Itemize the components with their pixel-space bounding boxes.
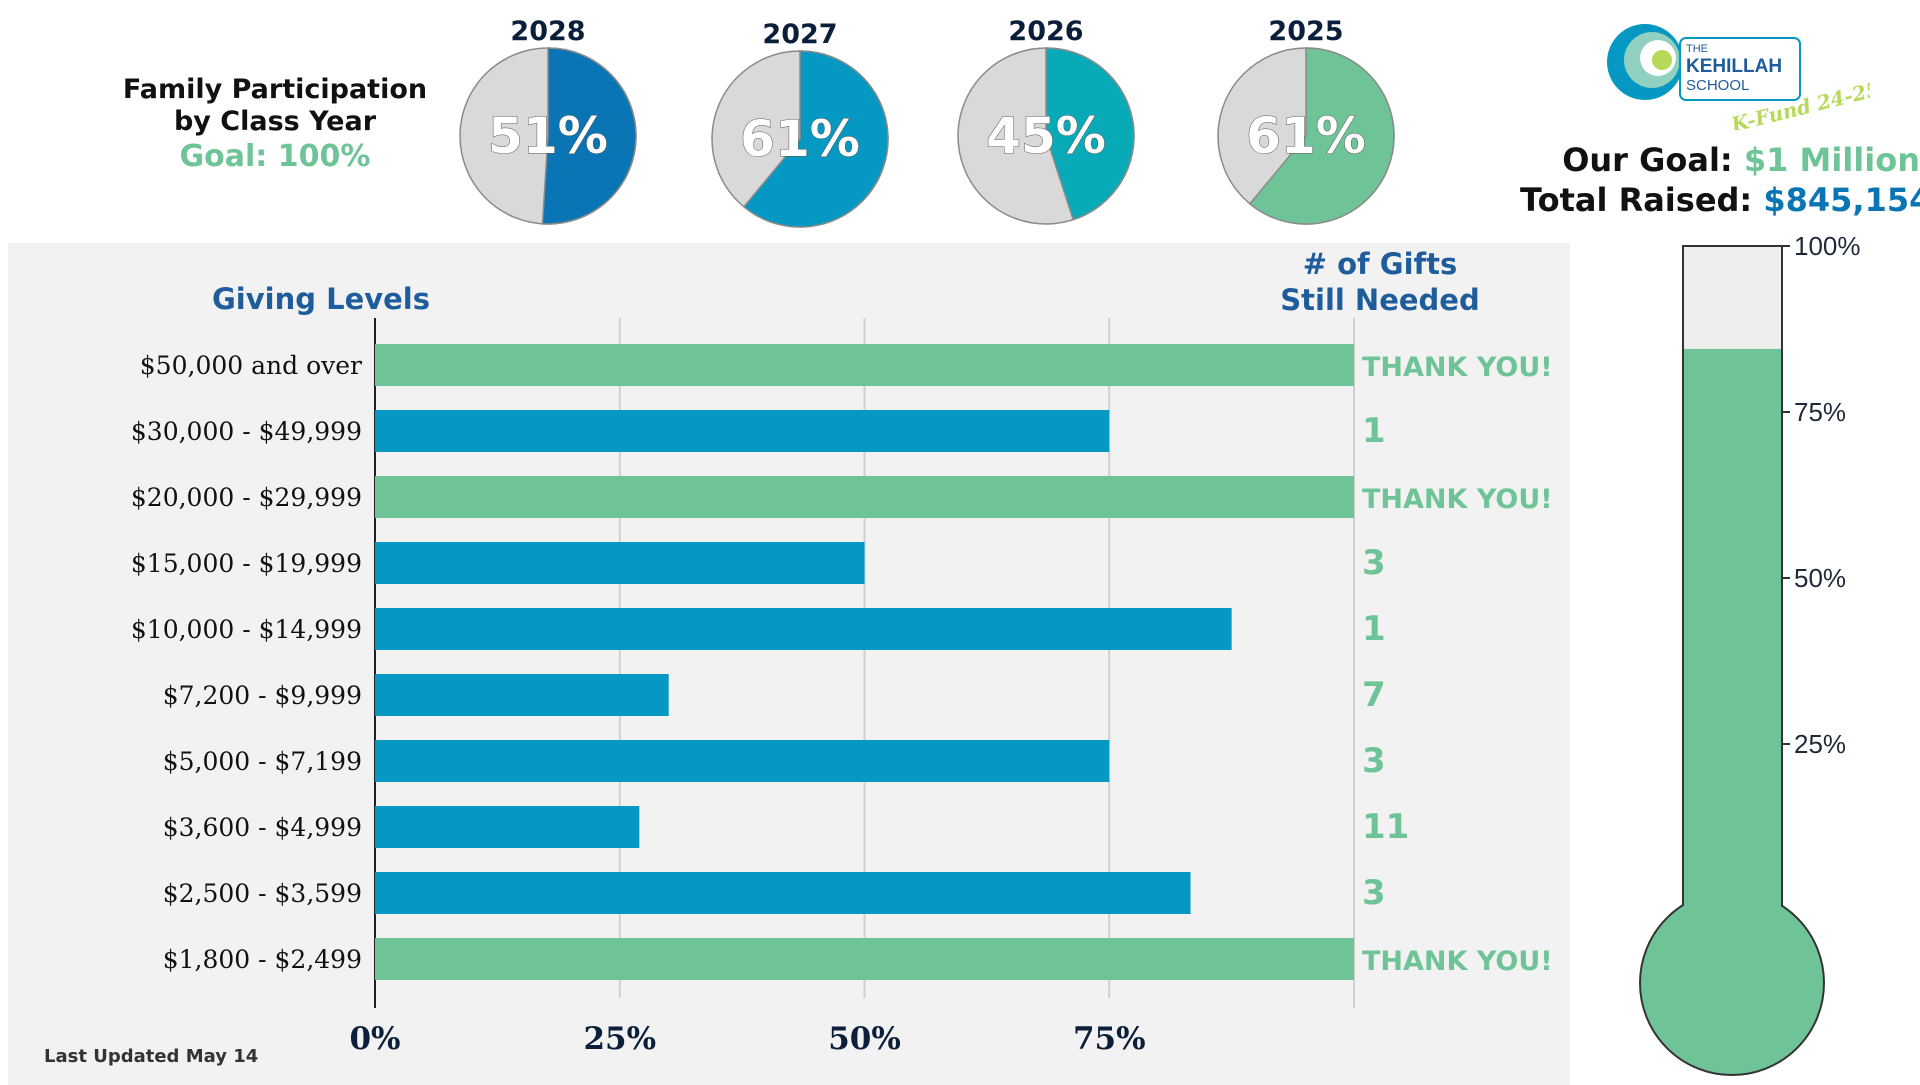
giving-level-bar (375, 608, 1232, 650)
giving-level-bar (375, 344, 1354, 386)
gifts-needed-value: 1 (1362, 411, 1386, 451)
gifts-needed-header: # of Gifts Still Needed (1270, 246, 1490, 318)
thermometer-tick-label: 25% (1794, 729, 1846, 759)
logo-text-the: THE (1686, 43, 1708, 55)
giving-level-bar (375, 410, 1110, 452)
pie-percent-label: 45% (986, 107, 1106, 165)
logo-frame (1679, 37, 1801, 101)
giving-level-label: $20,000 - $29,999 (131, 483, 362, 512)
participation-goal: Goal: 100% (179, 139, 371, 174)
giving-level-label: $10,000 - $14,999 (131, 615, 362, 644)
gifts-needed-value: 3 (1362, 741, 1386, 781)
pie-participation-slice (1045, 47, 1135, 221)
giving-level-bar (375, 476, 1354, 518)
gifts-needed-value: 11 (1362, 807, 1409, 847)
kehillah-logo: THE KEHILLAH SCHOOL K-Fund 24-25 (1607, 24, 1870, 130)
giving-level-label: $50,000 and over (140, 351, 362, 380)
fund-summary: Our Goal: $1 Million Total Raised: $845,… (1520, 140, 1920, 220)
gifts-needed-header-line2: Still Needed (1280, 283, 1480, 317)
pie-year-label: 2027 (762, 19, 837, 50)
participation-title-line2: by Class Year (173, 106, 377, 137)
fund-goal-label: Our Goal: (1562, 141, 1733, 179)
giving-level-label: $30,000 - $49,999 (131, 417, 362, 446)
logo-text-school: SCHOOL (1686, 77, 1749, 94)
giving-level-bar (375, 872, 1191, 914)
participation-legend: Family Participation by Class Year Goal:… (90, 74, 460, 176)
pie-year-label: 2025 (1268, 16, 1343, 47)
pie-participation-slice (742, 50, 889, 228)
thermometer-tick-label: 100% (1794, 231, 1861, 261)
giving-level-label: $5,000 - $7,199 (163, 747, 362, 776)
giving-level-bar (375, 674, 669, 716)
x-tick-label: 25% (583, 1021, 656, 1057)
giving-level-bar (375, 938, 1354, 980)
participation-title-line1: Family Participation (122, 74, 428, 105)
giving-level-bar (375, 740, 1110, 782)
fund-goal-value: $1 Million (1743, 141, 1920, 179)
last-updated: Last Updated May 14 (44, 1046, 259, 1067)
pie-participation-slice (541, 47, 637, 225)
pie-percent-label: 61% (1246, 107, 1366, 165)
participation-pies: 2028 51% 2027 61% 2026 45% 2025 61% (459, 16, 1395, 228)
giving-level-label: $2,500 - $3,599 (163, 879, 362, 908)
x-tick-label: 50% (828, 1021, 901, 1057)
thermometer-tick-label: 50% (1794, 563, 1846, 593)
x-tick-label: 0% (349, 1021, 400, 1057)
logo-swirl-core (1652, 50, 1672, 70)
fund-raised-label: Total Raised: (1520, 181, 1753, 219)
gifts-needed-value: 1 (1362, 609, 1386, 649)
thermometer-tick-label: 75% (1794, 397, 1846, 427)
giving-level-bar (375, 806, 640, 848)
logo-text-kehillah: KEHILLAH (1686, 56, 1782, 77)
pie-percent-label: 61% (740, 110, 860, 168)
pie-year-label: 2028 (510, 16, 585, 47)
gifts-needed-value: THANK YOU! (1362, 946, 1553, 977)
pie-participation-slice (1248, 47, 1395, 225)
gifts-needed-header-line1: # of Gifts (1302, 247, 1458, 281)
gifts-needed-value: 3 (1362, 873, 1386, 913)
fund-raised-value: $845,154 (1763, 181, 1920, 219)
gifts-needed-value: THANK YOU! (1362, 484, 1553, 515)
gifts-needed-value: 7 (1362, 675, 1386, 715)
gifts-needed-value: THANK YOU! (1362, 352, 1553, 383)
pie-year-label: 2026 (1008, 16, 1083, 47)
thermometer-fill (1684, 348, 1781, 940)
giving-level-label: $7,200 - $9,999 (163, 681, 362, 710)
giving-level-label: $3,600 - $4,999 (163, 813, 362, 842)
fund-raised-row: Total Raised: $845,154 (1520, 180, 1920, 220)
pie-percent-label: 51% (488, 107, 608, 165)
x-tick-label: 75% (1073, 1021, 1146, 1057)
gifts-needed-value: 3 (1362, 543, 1386, 583)
giving-level-label: $15,000 - $19,999 (131, 549, 362, 578)
giving-level-bar (375, 542, 865, 584)
giving-levels-header: Giving Levels (212, 282, 431, 316)
fund-goal-row: Our Goal: $1 Million (1520, 140, 1920, 180)
giving-level-label: $1,800 - $2,499 (163, 945, 362, 974)
